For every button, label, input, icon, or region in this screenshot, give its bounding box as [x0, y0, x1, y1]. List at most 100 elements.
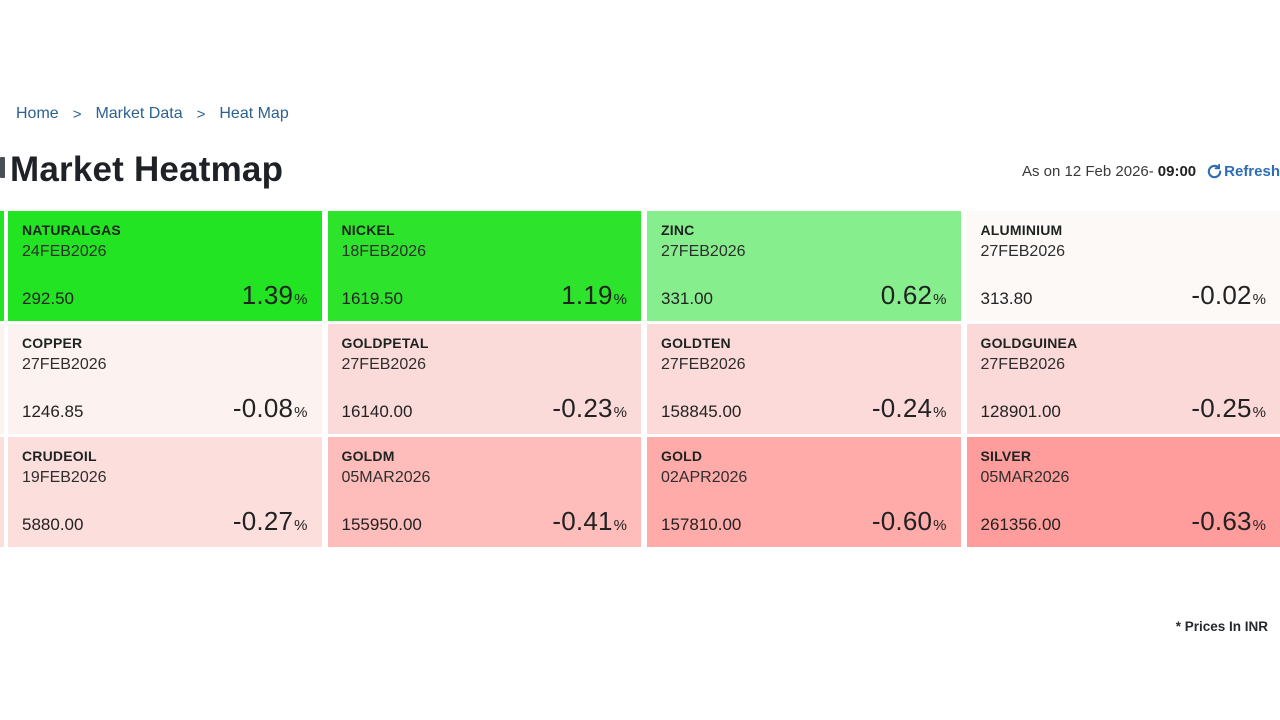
tile-price: 5880.00: [22, 515, 84, 534]
heatmap-tile[interactable]: GOLDGUINEA 27FEB2026 128901.00 -0.25 %: [966, 324, 1280, 434]
heatmap-tile[interactable]: SILVER 05MAR2026 261356.00 -0.63 %: [966, 437, 1280, 547]
tile-change-percent: 1.19: [561, 280, 613, 310]
tile-expiry: 27FEB2026: [661, 243, 746, 260]
tile-bottom-row: 157810.00 -0.60 %: [661, 506, 947, 537]
heatmap-tile[interactable]: GOLDTEN 27FEB2026 158845.00 -0.24 %: [647, 324, 961, 434]
tile-bottom-row: 128901.00 -0.25 %: [981, 393, 1267, 424]
heatmap-tile[interactable]: ALUMINIUM 27FEB2026 313.80 -0.02 %: [966, 211, 1280, 321]
tile-change-wrap: -0.25 %: [1191, 393, 1266, 424]
tile-change-wrap: -0.08 %: [233, 393, 308, 424]
tile-symbol: GOLD: [661, 448, 703, 464]
tile-bottom-row: 313.80 -0.02 %: [981, 280, 1267, 311]
breadcrumb-heat-map[interactable]: Heat Map: [219, 105, 289, 122]
tile-change-percent: -0.25: [1191, 393, 1252, 423]
breadcrumb: Home > Market Data > Heat Map: [16, 105, 289, 123]
percent-sign: %: [1252, 517, 1266, 534]
tile-expiry: 27FEB2026: [661, 356, 746, 373]
breadcrumb-separator: >: [72, 105, 82, 123]
percent-sign: %: [613, 517, 627, 534]
tile-change-percent: -0.23: [552, 393, 613, 423]
tile-symbol: GOLDPETAL: [341, 335, 429, 351]
tile-change-percent: -0.41: [552, 506, 613, 536]
tile-price: 261356.00: [980, 515, 1061, 534]
tile-bottom-row: 331.00 0.62 %: [661, 280, 947, 311]
cropped-edge-artifact: [0, 157, 5, 178]
tile-price: 155950.00: [341, 515, 422, 534]
percent-sign: %: [613, 404, 627, 421]
percent-sign: %: [613, 291, 627, 308]
heatmap-tile[interactable]: GOLDM 05MAR2026 155950.00 -0.41 %: [327, 437, 641, 547]
as-on-text: As on 12 Feb 2026-: [1022, 163, 1154, 180]
tile-change-wrap: -0.24 %: [872, 393, 947, 424]
tile-symbol: ZINC: [661, 222, 695, 238]
tile-bottom-row: 155950.00 -0.41 %: [342, 506, 628, 537]
tile-change-wrap: 1.39 %: [242, 280, 308, 311]
tile-expiry: 24FEB2026: [22, 243, 107, 260]
refresh-label: Refresh: [1224, 163, 1280, 180]
tile-symbol: GOLDGUINEA: [980, 335, 1078, 351]
tile-change-wrap: -0.41 %: [552, 506, 627, 537]
breadcrumb-separator: >: [196, 105, 206, 123]
breadcrumb-market-data[interactable]: Market Data: [95, 105, 183, 122]
percent-sign: %: [294, 517, 308, 534]
tile-change-wrap: -0.60 %: [872, 506, 947, 537]
tile-change-wrap: 0.62 %: [881, 280, 947, 311]
refresh-button[interactable]: Refresh: [1206, 163, 1280, 180]
tile-expiry: 27FEB2026: [980, 356, 1066, 373]
heatmap-tile[interactable]: NICKEL 18FEB2026 1619.50 1.19 %: [327, 211, 641, 321]
tile-expiry: 05MAR2026: [341, 469, 431, 486]
tile-bottom-row: 16140.00 -0.23 %: [342, 393, 628, 424]
tile-expiry: 19FEB2026: [22, 469, 107, 486]
percent-sign: %: [933, 291, 947, 308]
tile-price: 331.00: [661, 289, 713, 308]
tile-symbol: GOLDTEN: [661, 335, 731, 351]
tile-symbol: CRUDEOIL: [22, 448, 97, 464]
tile-expiry: 27FEB2026: [22, 356, 107, 373]
tile-price: 16140.00: [341, 402, 413, 421]
tile-expiry: 27FEB2026: [341, 356, 427, 373]
tile-price: 1619.50: [341, 289, 403, 308]
heatmap-tile[interactable]: GOLD 02APR2026 157810.00 -0.60 %: [647, 437, 961, 547]
percent-sign: %: [1252, 404, 1266, 421]
tile-change-percent: -0.63: [1191, 506, 1252, 536]
heatmap-tile[interactable]: COPPER 27FEB2026 1246.85 -0.08 %: [8, 324, 322, 434]
tile-price: 1246.85: [22, 402, 84, 421]
tile-bottom-row: 1246.85 -0.08 %: [22, 393, 308, 424]
tile-change-wrap: -0.63 %: [1191, 506, 1266, 537]
tile-expiry: 02APR2026: [661, 469, 748, 486]
tile-price: 292.50: [22, 289, 74, 308]
tile-expiry: 05MAR2026: [980, 469, 1070, 486]
percent-sign: %: [1252, 291, 1266, 308]
tile-expiry: 27FEB2026: [980, 243, 1066, 260]
heatmap-tile[interactable]: GOLDPETAL 27FEB2026 16140.00 -0.23 %: [327, 324, 641, 434]
tile-price: 313.80: [980, 289, 1033, 308]
heatmap-tile[interactable]: ZINC 27FEB2026 331.00 0.62 %: [647, 211, 961, 321]
cropped-tile-sliver-row1: [0, 211, 4, 321]
heatmap-tile[interactable]: NATURALGAS 24FEB2026 292.50 1.39 %: [8, 211, 322, 321]
tile-bottom-row: 261356.00 -0.63 %: [981, 506, 1267, 537]
tile-bottom-row: 158845.00 -0.24 %: [661, 393, 947, 424]
tile-symbol: GOLDM: [341, 448, 395, 464]
tile-symbol: NICKEL: [341, 222, 395, 238]
page-title: Market Heatmap: [10, 150, 284, 189]
tile-change-percent: -0.24: [871, 393, 933, 423]
percent-sign: %: [294, 404, 308, 421]
tile-change-wrap: -0.23 %: [552, 393, 627, 424]
tile-symbol: SILVER: [980, 448, 1032, 464]
tile-price: 157810.00: [661, 515, 742, 534]
tile-change-wrap: -0.27 %: [233, 506, 308, 537]
tile-change-wrap: 1.19 %: [561, 280, 627, 311]
as-on-time: 09:00: [1157, 163, 1197, 180]
prices-in-inr-note: * Prices In INR: [1175, 619, 1268, 634]
breadcrumb-home[interactable]: Home: [16, 105, 59, 122]
heatmap-tile[interactable]: CRUDEOIL 19FEB2026 5880.00 -0.27 %: [8, 437, 322, 547]
tile-change-percent: 1.39: [241, 280, 294, 310]
tile-change-percent: -0.02: [1191, 280, 1252, 310]
tile-price: 158845.00: [661, 402, 742, 421]
tile-change-wrap: -0.02 %: [1191, 280, 1266, 311]
tile-change-percent: -0.27: [232, 506, 294, 536]
tile-change-percent: -0.60: [871, 506, 933, 536]
tile-expiry: 18FEB2026: [341, 243, 427, 260]
cropped-tile-sliver-row3: [0, 437, 4, 547]
tile-bottom-row: 1619.50 1.19 %: [342, 280, 628, 311]
